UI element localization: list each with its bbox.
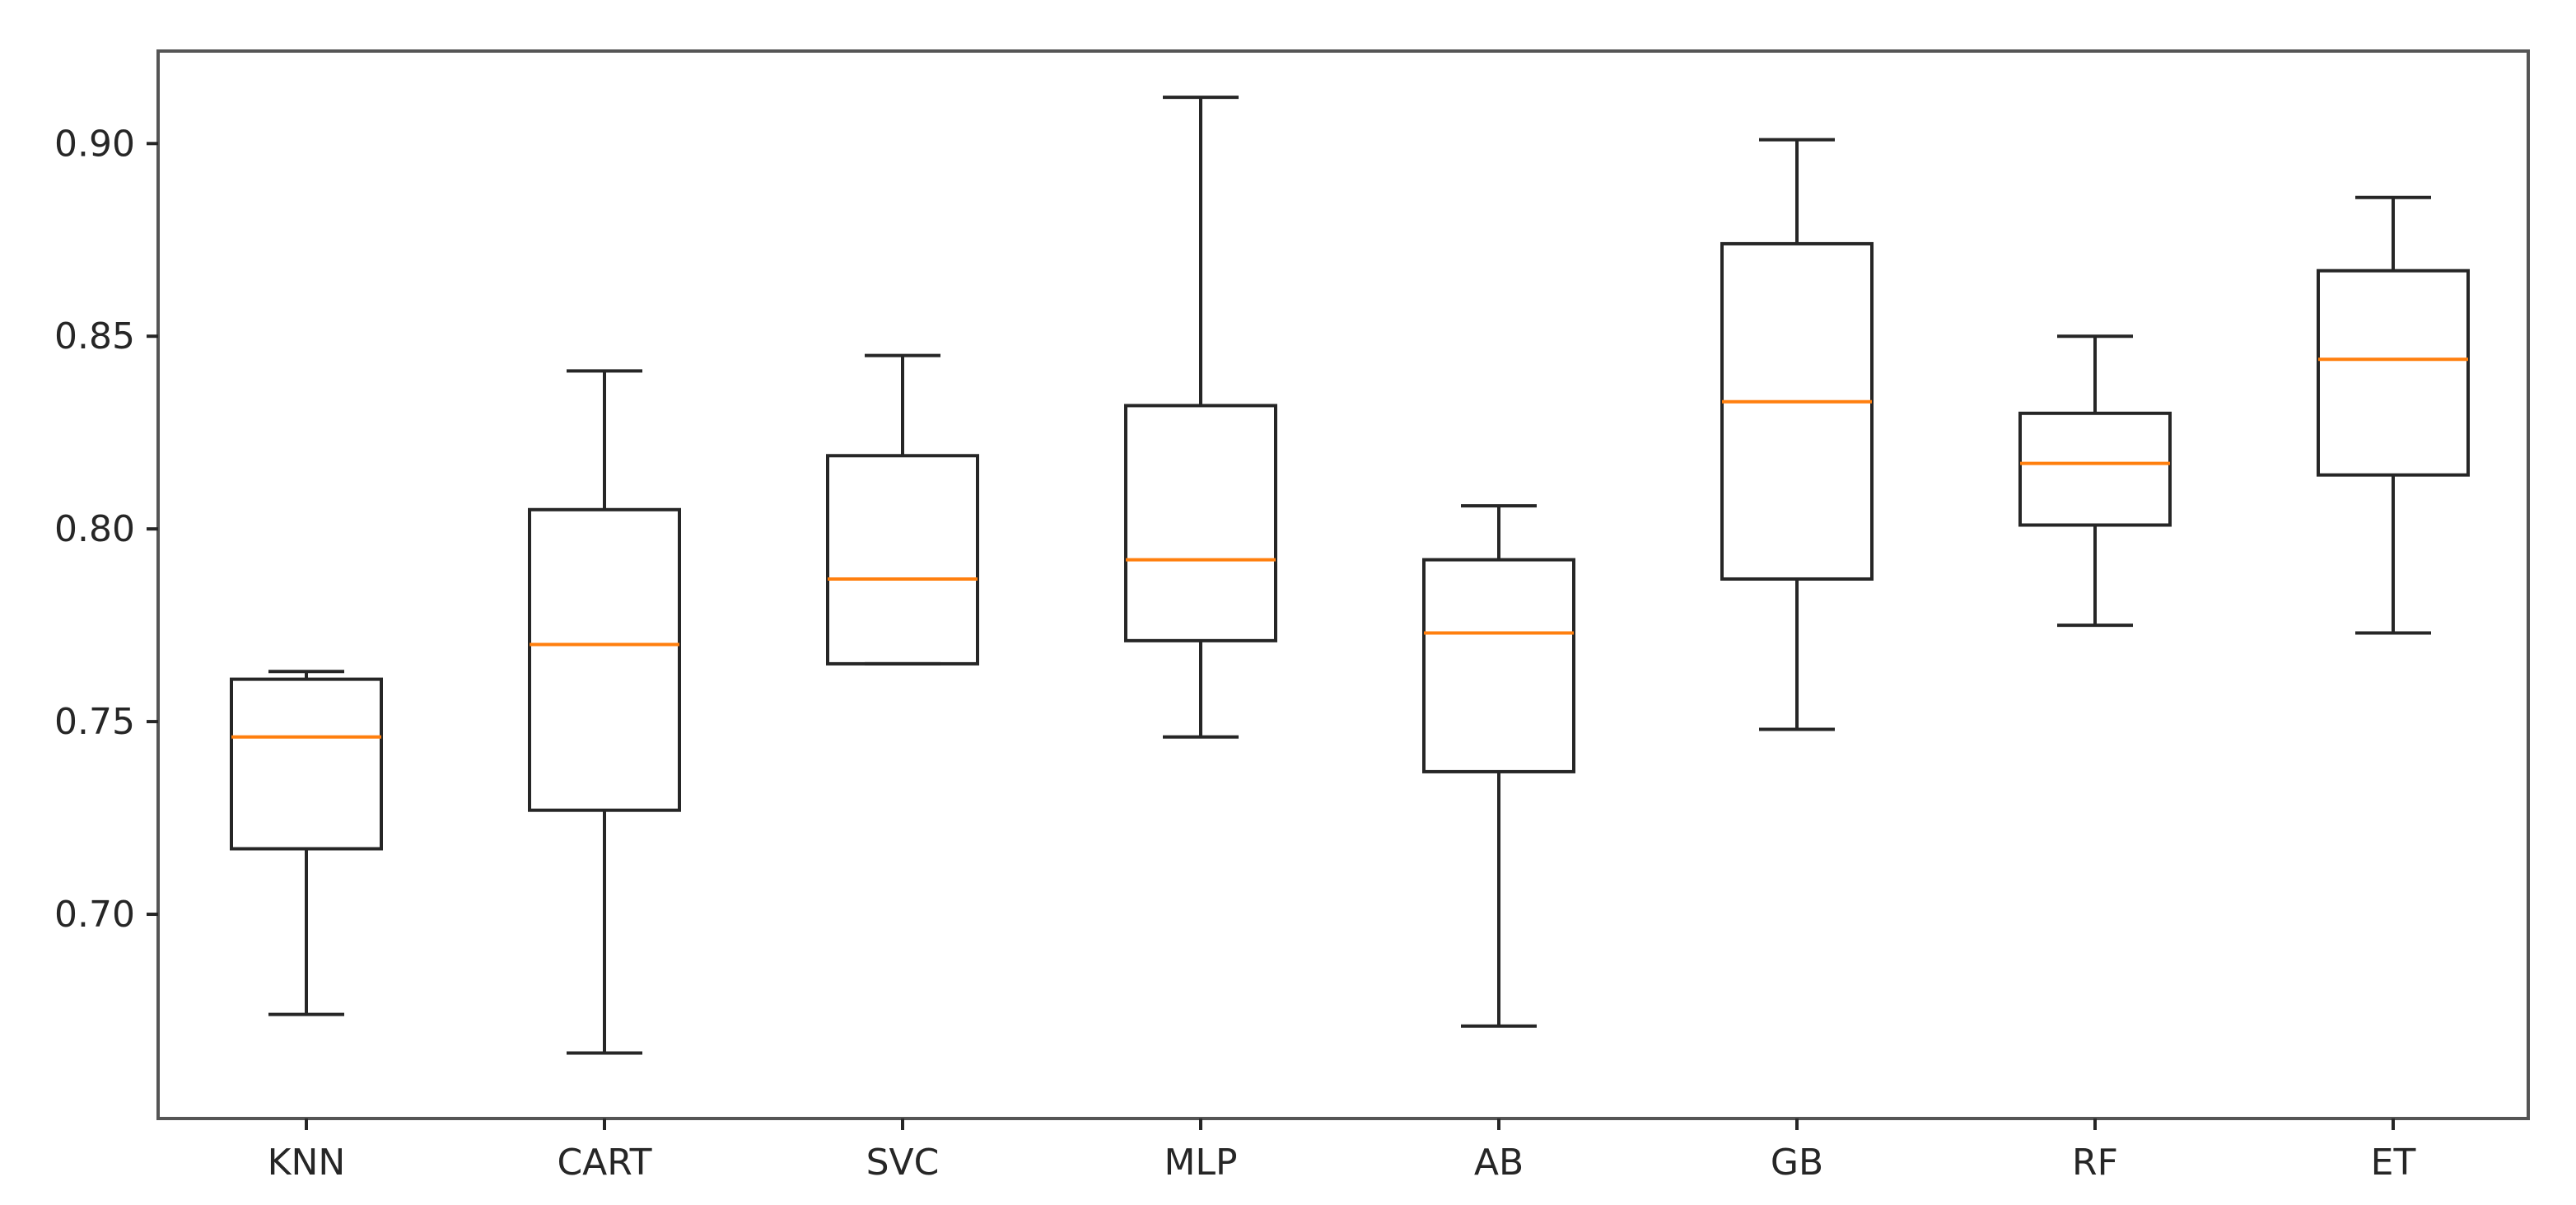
x-tick-label-et: ET [2371,1142,2416,1184]
y-tick-label: 0.85 [54,315,135,357]
iqr-box [1720,241,1874,581]
box-rf [2018,334,2172,628]
iqr-box [1124,404,1277,642]
y-tick-label: 0.90 [54,123,135,165]
iqr-box [1422,558,1575,773]
y-tick-label: 0.80 [54,508,135,550]
x-axis: KNN CART SVC MLP AB GB RF ET [268,1119,2416,1184]
box-svc [826,353,979,666]
x-tick-label-gb: GB [1771,1142,1823,1184]
x-tick-label-mlp: MLP [1164,1142,1237,1184]
iqr-box [528,507,681,812]
iqr-box [826,454,979,666]
x-tick-label-svc: SVC [866,1142,940,1184]
y-axis: 0.70 0.75 0.80 0.85 0.90 [54,123,158,936]
axes-frame [156,49,2530,1120]
box-mlp [1124,96,1277,739]
x-tick-label-knn: KNN [268,1142,346,1184]
y-tick-label: 0.75 [54,701,135,743]
x-tick-label-ab: AB [1474,1142,1524,1184]
box-gb [1720,138,1874,731]
iqr-box [230,677,383,851]
box-cart [528,369,681,1055]
boxes-group [230,96,2470,1055]
x-tick-label-cart: CART [557,1142,651,1184]
box-knn [230,670,383,1016]
box-ab [1422,504,1575,1028]
iqr-box [2317,269,2470,477]
iqr-box [2018,411,2172,527]
box-et [2317,195,2470,635]
x-tick-label-rf: RF [2072,1142,2118,1184]
y-tick-label: 0.70 [54,894,135,936]
